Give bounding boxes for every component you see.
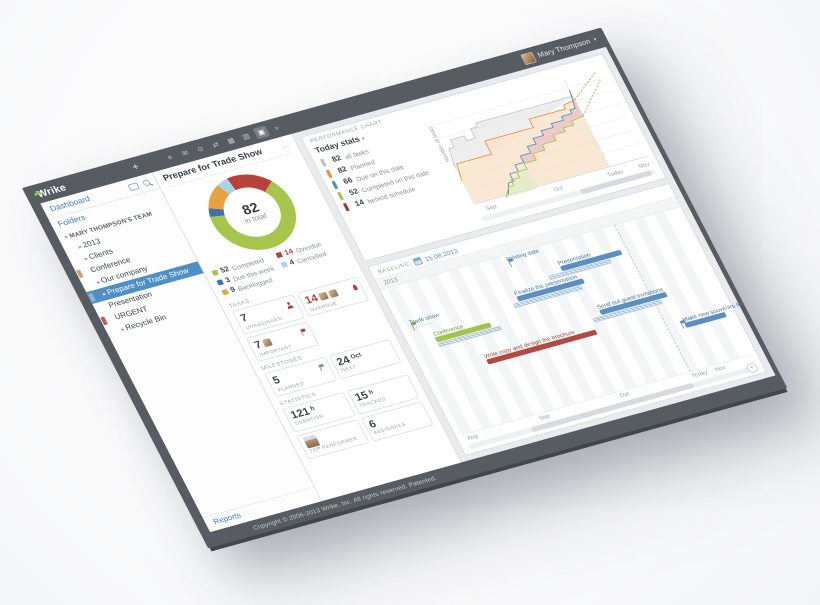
message-icon[interactable]: ✉ [180, 148, 190, 158]
table-icon[interactable]: ▦ [225, 135, 236, 145]
folder-color-chip [100, 316, 109, 326]
stat-color-bar [331, 180, 339, 190]
avatar [317, 291, 330, 301]
performance-chart: Number of tasks Sep Oct Today Nov [418, 66, 658, 228]
export-icon[interactable]: » [272, 123, 281, 132]
stream-bubble-icon[interactable] [127, 182, 140, 191]
main-content: PERFORMANCE CHART Today stats ▾ 82 all ta… [292, 47, 776, 462]
chart-xlabel: Nov [637, 160, 651, 170]
chart-xlabel: Oct [552, 184, 565, 194]
gantt-today-label: Today [690, 368, 709, 380]
legend-chip [280, 261, 289, 268]
folder-color-chip [75, 269, 84, 279]
clock-icon[interactable]: ⊙ [195, 144, 205, 153]
legend-chip [275, 251, 284, 259]
legend-chip [211, 269, 220, 276]
gantt-month-label: Sep [537, 412, 552, 422]
share-icon[interactable]: ⇄ [210, 140, 221, 149]
avatar [261, 338, 273, 348]
dashboard-icon[interactable]: ▣ [252, 125, 271, 139]
chevron-down-icon: ▾ [592, 37, 599, 43]
stat-color-bar [319, 158, 327, 167]
calendar-icon[interactable] [412, 256, 424, 266]
stat-color-bar [325, 169, 333, 179]
search-icon[interactable] [142, 179, 151, 187]
avatar [327, 288, 340, 298]
chevron-down-icon: ▾ [360, 136, 367, 142]
legend-chip [221, 288, 230, 296]
performance-chart-card: PERFORMANCE CHART Today stats ▾ 82 all ta… [300, 53, 667, 262]
flame-icon [351, 284, 359, 291]
legend-chip [216, 279, 225, 286]
gantt-month-label: Aug [465, 432, 480, 442]
gantt-month-label: Nov [713, 363, 727, 373]
app-window: Wrike + ≡ ✉ ⊙ ⇄ ▦ ▥ ▣» Mary Thompson ▾ Dashboa… [22, 27, 788, 549]
flag-icon [299, 328, 308, 336]
person-icon [284, 301, 294, 309]
chart-xlabel: Sep [484, 202, 498, 212]
user-avatar [520, 51, 537, 65]
reports-icon[interactable]: ▥ [240, 131, 251, 141]
flag-icon [317, 364, 326, 372]
list-icon[interactable]: ≡ [166, 153, 174, 162]
gantt-month-label: Oct [618, 390, 631, 400]
gantt-zoom-icon[interactable]: + [744, 362, 760, 374]
folder-color-chip [88, 293, 96, 302]
stat-color-bar [337, 191, 345, 201]
stat-color-bar [342, 202, 350, 212]
